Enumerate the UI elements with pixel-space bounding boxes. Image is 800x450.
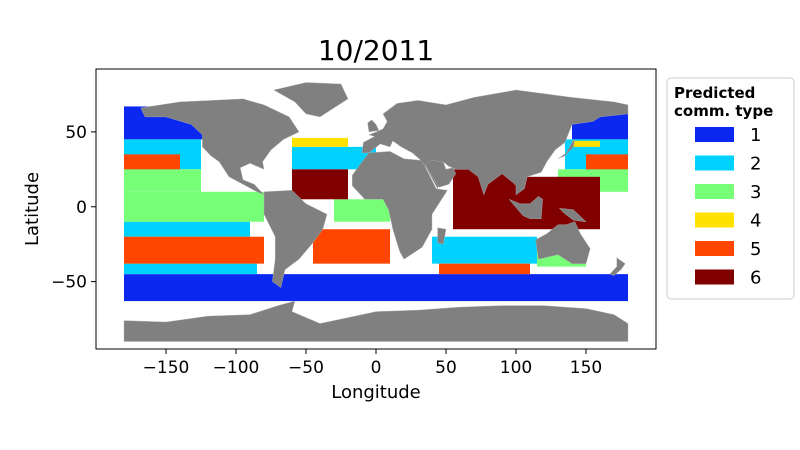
legend-label-5: 5 [750, 239, 761, 260]
x-tick-label: −50 [288, 358, 324, 378]
x-tick-label: 150 [570, 358, 602, 378]
land-greenland [273, 82, 349, 118]
legend-swatch-4 [695, 212, 734, 228]
region-type-5 [439, 263, 530, 275]
region-type-4 [572, 140, 600, 147]
land-antarctica [123, 300, 629, 342]
region-type-5 [124, 154, 180, 170]
legend: Predicted comm. type 1 2 3 4 5 6 [666, 77, 795, 300]
region-type-3 [124, 169, 201, 192]
region-type-5 [124, 236, 264, 264]
legend-label-6: 6 [750, 268, 761, 289]
region-type-2 [124, 221, 250, 237]
legend-swatch-3 [695, 184, 734, 199]
y-tick-label: −50 [51, 273, 87, 293]
x-tick-label: −100 [213, 358, 260, 378]
region-type-6 [292, 169, 348, 200]
legend-label-3: 3 [750, 182, 761, 203]
legend-swatch-6 [695, 269, 734, 285]
x-tick-label: 100 [500, 358, 532, 378]
legend-entries: 1 2 3 4 5 6 [695, 125, 761, 289]
legend-label-4: 4 [750, 211, 761, 232]
region-type-2 [292, 146, 376, 170]
x-axis: −150 −100 −50 0 50 100 150 [143, 349, 602, 378]
land-new-guinea [558, 208, 587, 222]
region-type-3 [334, 199, 390, 222]
legend-title-line-2: comm. type [674, 102, 773, 120]
region-type-1 [334, 274, 628, 302]
chart-title: 10/2011 [318, 34, 434, 67]
region-type-3 [124, 191, 264, 222]
legend-title-line-1: Predicted [674, 84, 755, 102]
region-type-5 [586, 154, 628, 170]
region-type-4 [292, 137, 348, 147]
y-tick-label: 0 [76, 198, 87, 218]
land-new-zealand [609, 257, 626, 276]
y-tick-label: 50 [65, 123, 87, 143]
region-type-2 [432, 236, 537, 264]
plot-area [123, 82, 629, 342]
land-uk [367, 119, 380, 133]
legend-label-2: 2 [750, 154, 761, 175]
y-axis-title: Latitude [22, 172, 43, 246]
region-type-6 [516, 176, 600, 230]
legend-label-1: 1 [750, 125, 761, 146]
land-arabia [424, 160, 457, 188]
region-type-1 [124, 274, 334, 302]
legend-swatch-2 [695, 155, 734, 171]
land-africa [352, 151, 448, 260]
legend-swatch-5 [695, 241, 734, 256]
y-axis: −50 0 50 [51, 123, 96, 293]
x-tick-label: 50 [435, 358, 457, 378]
land-south-america [263, 190, 328, 288]
x-tick-label: −150 [143, 358, 190, 378]
land-australia [535, 221, 591, 264]
land-japan [557, 138, 576, 159]
legend-swatch-1 [695, 127, 734, 142]
land-madagascar [437, 227, 447, 245]
land-masses [123, 82, 629, 342]
region-type-5 [313, 229, 390, 264]
region-type-2 [124, 263, 257, 275]
x-axis-title: Longitude [331, 382, 421, 403]
land-north-america [140, 98, 300, 195]
x-tick-label: 0 [371, 358, 382, 378]
land-borneo-sumatra [508, 196, 543, 219]
